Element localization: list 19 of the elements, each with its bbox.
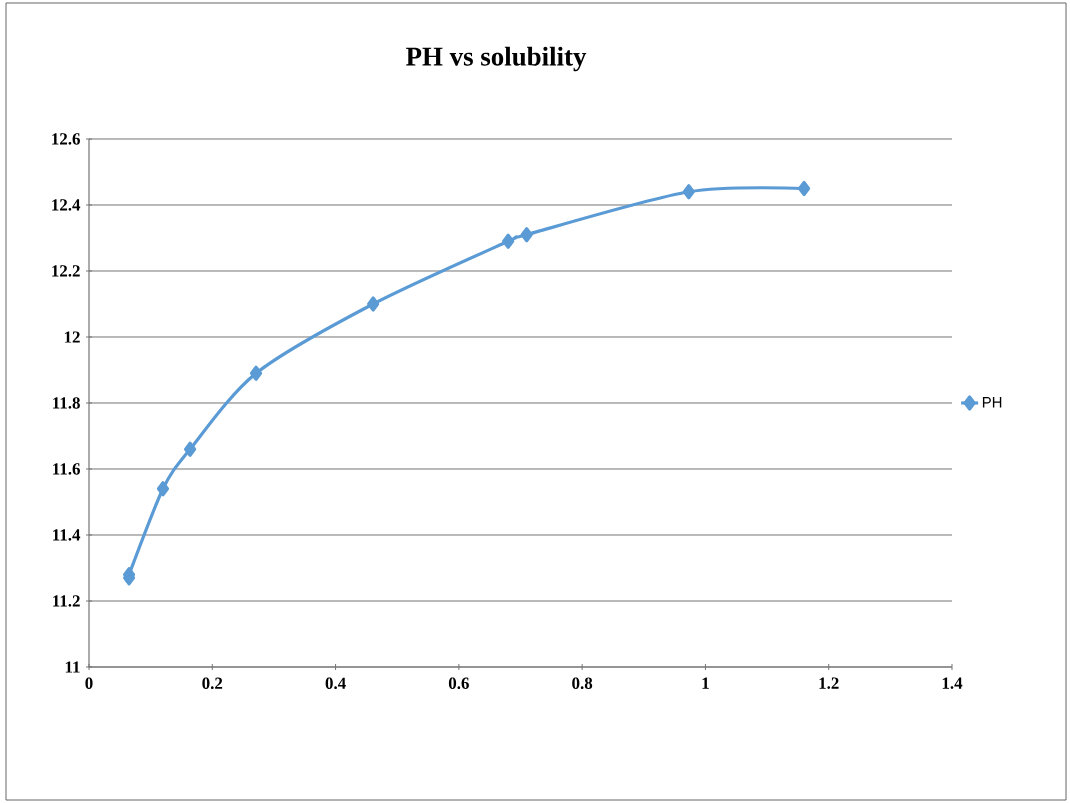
chart-title: PH vs solubility xyxy=(406,46,587,72)
x-tick-label: 1.2 xyxy=(819,677,839,689)
x-tick-label: 1 xyxy=(702,677,709,689)
y-tick-label: 12.2 xyxy=(52,265,80,277)
y-tick-label: 12.4 xyxy=(52,199,81,211)
x-tick-label: 0.8 xyxy=(572,677,593,690)
y-tick-label: 11.2 xyxy=(53,595,80,607)
y-tick-label: 12.6 xyxy=(52,133,80,145)
y-tick-label: 11.4 xyxy=(53,529,81,541)
y-tick-label: 11.6 xyxy=(53,463,80,475)
x-tick-label: 0.2 xyxy=(202,677,223,690)
y-tick-label: 12 xyxy=(64,331,80,343)
x-tick-label: 0.6 xyxy=(448,677,469,690)
x-tick-label: 1.4 xyxy=(942,677,963,689)
x-tick-label: 0 xyxy=(85,677,93,689)
y-tick-label: 11.8 xyxy=(53,397,80,409)
x-tick-label: 0.4 xyxy=(325,677,346,690)
legend-label: PH xyxy=(982,397,1002,408)
y-tick-label: 11 xyxy=(65,661,80,673)
